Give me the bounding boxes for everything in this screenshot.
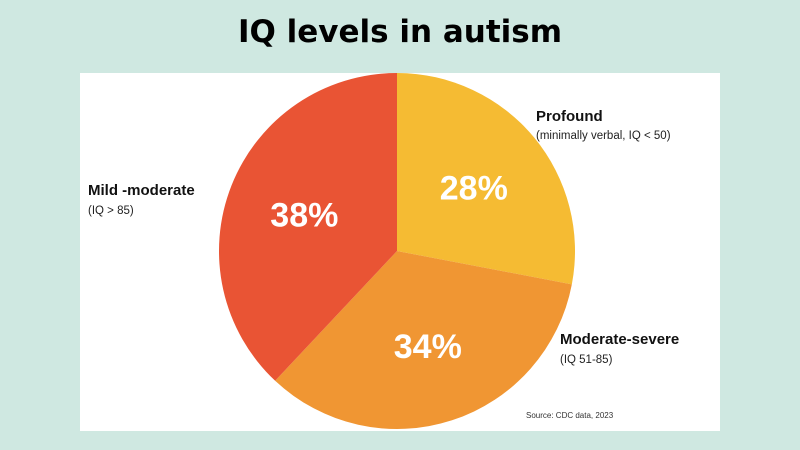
pie-slice-profound xyxy=(397,73,575,285)
percent-label-moderate-severe: 34% xyxy=(394,328,462,366)
percent-label-profound: 28% xyxy=(440,169,508,207)
pie-chart: 28% 34% 38% Profound (minimally verbal, IQ… xyxy=(88,73,679,429)
percent-labels: 28% 34% 38% xyxy=(270,169,508,365)
sublabel-mild-moderate: (IQ > 85) xyxy=(88,205,134,217)
slide-title: IQ levels in autism xyxy=(237,14,563,50)
chart-panel: 28% 34% 38% Profound (minimally verbal, IQ… xyxy=(80,73,720,431)
pie-slice-moderate-severe xyxy=(275,251,572,429)
source-note: Source: CDC data, 2023 xyxy=(526,411,614,420)
sublabel-moderate-severe: (IQ 51-85) xyxy=(560,354,613,366)
label-profound: Profound xyxy=(536,108,603,125)
label-moderate-severe: Moderate-severe xyxy=(560,331,679,348)
sublabel-profound: (minimally verbal, IQ < 50) xyxy=(536,130,671,142)
percent-label-mild-moderate: 38% xyxy=(270,196,338,234)
label-mild-moderate: Mild -moderate xyxy=(88,182,195,199)
pie-slice-mild-moderate xyxy=(219,73,397,381)
pie-slices xyxy=(219,73,575,429)
